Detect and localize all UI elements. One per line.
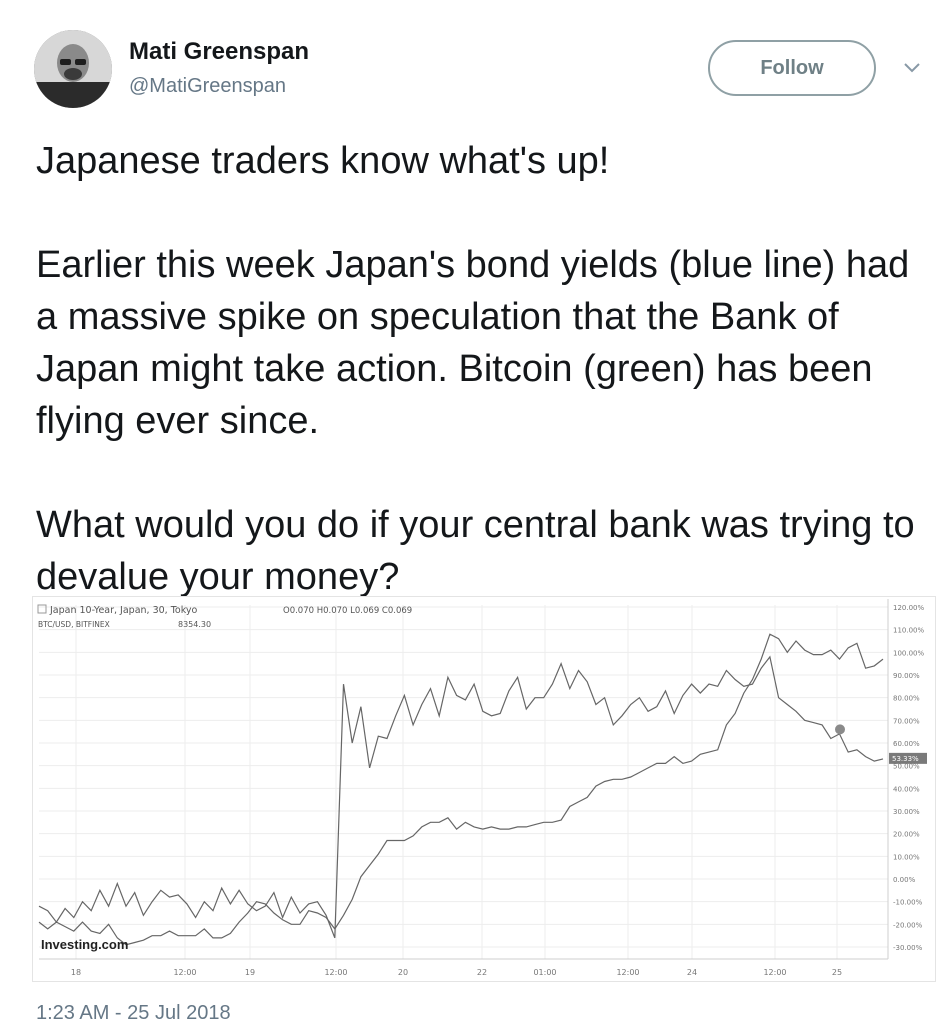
tweet-paragraph: What would you do if your central bank w…	[36, 504, 915, 598]
author-handle[interactable]: @MatiGreenspan	[129, 75, 287, 97]
y-tick-label: 20.00%	[893, 831, 920, 839]
tweet-paragraph: Earlier this week Japan's bond yields (b…	[36, 244, 910, 442]
author-name[interactable]: Mati Greenspan	[129, 38, 310, 65]
avatar-image	[34, 30, 112, 108]
x-tick-label: 01:00	[533, 968, 556, 977]
legend-btc-value: 8354.30	[178, 620, 211, 629]
series-line-japan-10-year	[38, 655, 884, 939]
investing-logo: Investing.com	[41, 937, 128, 952]
y-tick-label: 60.00%	[893, 740, 920, 748]
y-tick-label: 80.00%	[893, 695, 920, 703]
y-tick-label: 30.00%	[893, 808, 920, 816]
event-marker-icon	[835, 724, 845, 735]
line-chart: 18 12:00 19 12:00 20 22 01:00 12:00 24 12:00 25 120…	[37, 599, 927, 977]
y-tick-label: 50.00%	[893, 763, 920, 771]
y-tick-label: 90.00%	[893, 672, 920, 680]
chevron-down-icon[interactable]	[900, 58, 924, 78]
x-tick-label: 24	[687, 968, 697, 977]
y-tick-label: -30.00%	[893, 944, 923, 952]
legend-japan-ohlc: O0.070 H0.070 L0.069 C0.069	[283, 606, 412, 616]
y-tick-label: 110.00%	[893, 627, 924, 635]
x-tick-label: 19	[245, 968, 255, 977]
collapse-icon	[37, 604, 47, 614]
x-tick-label: 18	[71, 968, 81, 977]
x-tick-label: 12:00	[173, 968, 196, 977]
x-tick-label: 12:00	[763, 968, 786, 977]
y-tick-label: -10.00%	[893, 899, 923, 907]
tweet-paragraph: Japanese traders know what's up!	[36, 140, 610, 182]
tweet-timestamp[interactable]: 1:23 AM - 25 Jul 2018	[36, 1002, 231, 1024]
series-line-btc-usd	[38, 633, 884, 946]
x-tick-label: 22	[477, 968, 487, 977]
last-value-label: 53.33%	[892, 755, 919, 763]
legend-btc-label: BTC/USD, BITFINEX	[38, 620, 110, 629]
y-tick-label: 10.00%	[893, 853, 920, 861]
last-value-tag	[889, 752, 927, 764]
y-tick-label: 0.00%	[893, 876, 916, 884]
x-tick-label: 25	[832, 968, 842, 977]
x-tick-label: 20	[398, 968, 408, 977]
tweet-text: Japanese traders know what's up! Earlier…	[36, 135, 926, 603]
avatar[interactable]	[34, 30, 112, 108]
y-tick-label: 40.00%	[893, 785, 920, 793]
tweet-chart-image[interactable]: 18 12:00 19 12:00 20 22 01:00 12:00 24 12:00 25 120…	[32, 596, 936, 982]
y-tick-label: -20.00%	[893, 921, 923, 929]
x-tick-label: 12:00	[324, 968, 347, 977]
legend-japan-label: Japan 10-Year, Japan, 30, Tokyo	[49, 605, 198, 616]
y-tick-label: 120.00%	[893, 604, 924, 612]
y-tick-label: 100.00%	[893, 649, 924, 657]
x-tick-label: 12:00	[616, 968, 639, 977]
y-tick-label: 70.00%	[893, 717, 920, 725]
follow-button[interactable]: Follow	[708, 40, 876, 96]
